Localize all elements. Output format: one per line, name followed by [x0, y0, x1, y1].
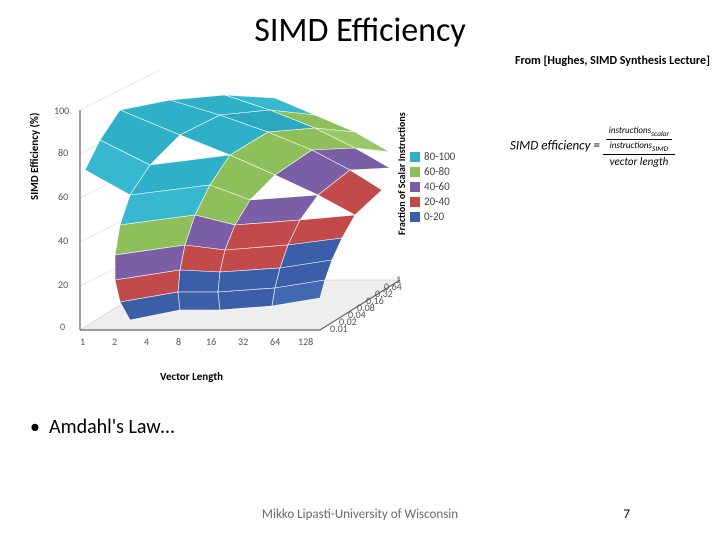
x-tick: 8 [176, 335, 181, 348]
x-tick: 32 [238, 335, 248, 348]
surface-poly [180, 245, 225, 272]
efficiency-formula: SIMD efficiency = instructionsscalar ins… [510, 125, 675, 168]
y-tick: 80 [58, 146, 68, 159]
y-tick: 0 [60, 320, 65, 333]
x-tick: 16 [206, 335, 216, 348]
x-tick: 1 [80, 335, 85, 348]
efficiency-surface-chart: 0 20 40 60 80 100 1 2 4 8 16 32 64 128 0… [20, 70, 500, 390]
slide-title: SIMD Efficiency [0, 10, 720, 51]
x-axis-label: Vector Length [160, 370, 223, 383]
legend-item: 20-40 [410, 195, 455, 208]
legend-label: 20-40 [424, 195, 450, 208]
z-axis-label: Fraction of Scalar Instructions [395, 112, 408, 235]
footer-author: Mikko Lipasti-University of Wisconsin [0, 507, 720, 522]
x-tick: 4 [144, 335, 149, 348]
legend-item: 40-60 [410, 180, 455, 193]
legend-swatch [410, 167, 420, 177]
legend-item: 80-100 [410, 150, 455, 163]
slide: SIMD Efficiency From [Hughes, SIMD Synth… [0, 0, 720, 540]
footer-page-number: 7 [623, 507, 630, 522]
formula-num-num: instructions [609, 125, 651, 136]
x-tick: 128 [298, 335, 313, 348]
legend-swatch [410, 152, 420, 162]
formula-outer-fraction: instructionsscalar instructionsSIMD vect… [603, 125, 675, 168]
x-tick: 2 [112, 335, 117, 348]
formula-sub: SIMD [652, 145, 668, 154]
formula-sub: scalar [651, 130, 669, 139]
legend-item: 60-80 [410, 165, 455, 178]
legend-item: 0-20 [410, 210, 455, 223]
legend-label: 40-60 [424, 180, 450, 193]
legend-label: 60-80 [424, 165, 450, 178]
y-tick: 60 [58, 190, 68, 203]
legend-swatch [410, 212, 420, 222]
surface-poly [178, 292, 220, 310]
y-tick: 100 [54, 104, 69, 117]
chart-legend: 80-100 60-80 40-60 20-40 0-20 [410, 150, 455, 225]
bullet-amdahl: • Amdahl's Law… [30, 415, 174, 439]
legend-label: 0-20 [424, 210, 444, 223]
y-tick: 20 [58, 278, 68, 291]
formula-lhs: SIMD efficiency = [510, 138, 600, 153]
surface-poly [178, 270, 220, 292]
legend-swatch [410, 182, 420, 192]
y-tick: 40 [58, 234, 68, 247]
citation-text: From [Hughes, SIMD Synthesis Lecture] [515, 54, 710, 68]
formula-den: vector length [603, 155, 675, 168]
y-axis-label: SIMD Efficiency (%) [28, 113, 41, 200]
formula-num-den: instructions [610, 140, 652, 151]
legend-swatch [410, 197, 420, 207]
surface-svg [20, 70, 420, 380]
legend-label: 80-100 [424, 150, 455, 163]
z-tick: 1 [396, 273, 401, 286]
surface-poly [218, 288, 275, 310]
x-tick: 64 [270, 335, 280, 348]
bullet-text: Amdahl's Law… [49, 415, 174, 439]
